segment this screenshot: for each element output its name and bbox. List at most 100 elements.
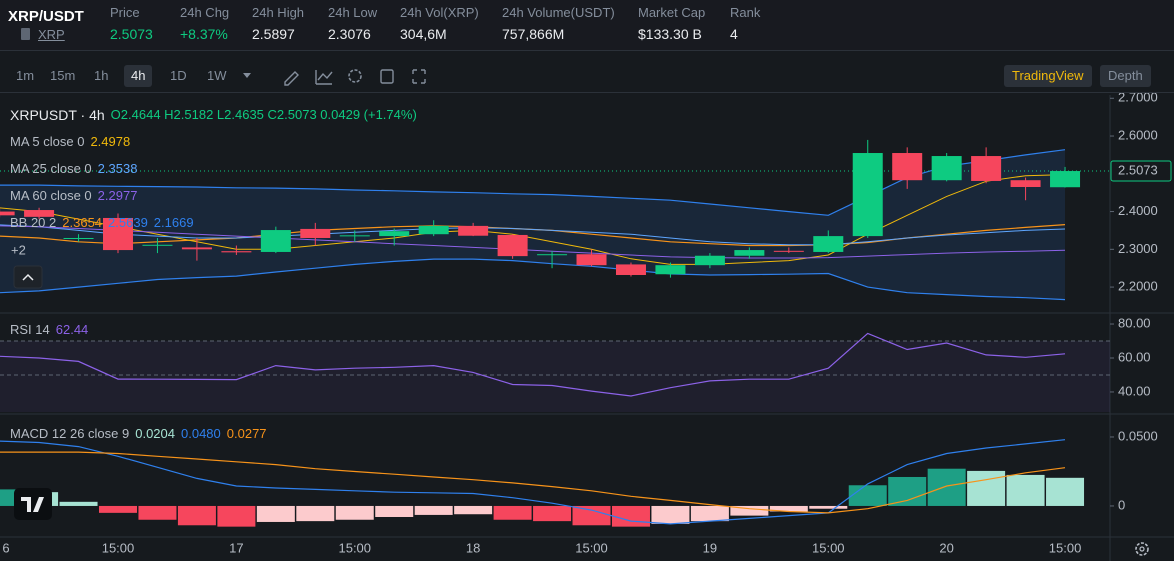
stat-label: 24h Low [328,5,378,20]
indicator-icon[interactable] [315,70,333,85]
candle-body [773,250,804,252]
x-tick-label: 19 [703,540,717,555]
legend-label: RSI 14 [10,322,50,337]
ma-line [0,224,1066,246]
interval-button[interactable]: 15m [50,68,76,83]
y-tick-label: 0.0500 [1118,428,1158,443]
legend-hidden-count: +2 [11,242,26,257]
histogram-bar [651,505,690,524]
toolbar: 1m 15m 1h 4h 1D 1W TradingView Depth [0,58,1174,93]
candle-body [931,156,962,181]
stat-value: 2.3076 [328,26,371,42]
stat-label: 24h Chg [180,5,230,20]
histogram-bar [967,470,1006,506]
candle-body [181,247,212,250]
view-tab[interactable]: Depth [1100,65,1151,87]
logo-box [14,488,52,520]
x-tick-label: 17 [229,540,243,555]
x-tick-label: 15:00 [812,540,845,555]
histogram-bar [888,476,927,506]
stat-label: Price [110,5,140,20]
legend-value: 0.0204 [135,426,175,441]
save-icon[interactable] [380,69,394,84]
legend-ohlc: O2.4644 H2.5182 L2.4635 C2.5073 0.0429 (… [111,107,417,122]
logo-mark [21,497,44,512]
candle-body [537,254,568,256]
legend-entry: MA 25 close 0 2.3538 [10,161,137,176]
more-intervals[interactable] [243,73,251,78]
interval-button[interactable]: 4h [124,65,153,87]
stat-value: 4 [730,26,738,42]
candle-body [971,156,1002,181]
rsi-zone [0,341,1110,412]
candle-body [221,251,252,253]
y-tick-label: 2.3000 [1118,241,1158,256]
macd-line [0,439,1066,525]
header: XRP/USDT XRP Price 2.5073 24h Chg +8.37% 24h… [0,0,1174,51]
interval-button[interactable]: 1D [170,68,187,83]
settings-icon[interactable] [348,69,362,83]
stat: 24h Chg +8.37% [180,5,229,42]
collapse-button[interactable] [13,265,43,289]
candle-body [103,217,133,251]
legend-value: 0.0480 [181,426,221,441]
stat-label: 24h High [252,5,305,20]
histogram-bar [572,505,611,526]
histogram-bar [59,501,98,506]
stat-label: Market Cap [638,5,706,20]
collapse-icon [22,273,34,281]
interval-button[interactable]: 1W [207,68,227,83]
histogram-bar [533,505,572,522]
coin-icon [21,28,30,40]
x-tick-label: 15:00 [102,540,135,555]
legend-entry: MA 60 close 0 2.2977 [10,188,137,203]
histogram-bar [138,505,177,520]
legend-entry: BB 20 2 2.3654 2.5639 2.1669 [10,215,194,230]
histogram-bar [296,505,335,522]
legend-entry: MACD 12 26 close 9 0.0204 0.0480 0.0277 [10,426,267,441]
candle-body [1050,171,1081,188]
view-tab[interactable]: TradingView [1004,65,1092,87]
legend-header: XRPUSDT · 4h O2.4644 H2.5182 L2.4635 C2.5… [10,107,417,123]
legend-label: BB 20 2 [10,215,56,230]
x-tick-label: 20 [939,540,953,555]
histogram-bar [414,505,453,515]
x-tick-label: 6 [2,540,9,555]
histogram-bar [769,505,808,512]
bollinger-line [0,258,1066,301]
legend-label: MA 25 close 0 [10,161,92,176]
fullscreen-icon[interactable] [412,69,426,84]
settings-button[interactable] [1135,542,1149,556]
bollinger-fill [0,149,1065,300]
rsi-line [0,332,1066,397]
candle-body [655,265,686,275]
ma-line [0,225,1066,259]
candle-body [418,225,449,235]
stat-value: 2.5073 [110,26,153,42]
histogram-bar [375,505,414,517]
histogram-bar [99,505,137,513]
legend-label: MA 60 close 0 [10,188,92,203]
candle-body [0,211,15,216]
candle-body [852,153,883,237]
histogram-bar [1006,474,1045,506]
x-tick-label: 15:00 [338,540,371,555]
histogram-bar [809,505,848,509]
interval-button[interactable]: 1m [16,68,35,83]
last-price-label: 2.5073 [1118,162,1158,177]
legend-value: 2.5639 [108,215,148,230]
candle-body [497,234,528,257]
stat: 24h Vol(XRP) 304,6M [400,5,479,42]
coin-link[interactable]: XRP [38,27,65,42]
legend-value: 2.2977 [98,188,138,203]
candle-body [142,244,173,246]
x-tick-label: 15:00 [1049,540,1082,555]
histogram-bar [335,505,374,520]
y-tick-label: 40.00 [1118,383,1151,398]
interval-button[interactable]: 1h [94,68,109,83]
stat-value: $133.30 B [638,26,702,42]
draw-icon[interactable] [284,71,299,86]
candle-body [615,264,646,275]
signal-line [0,451,1066,514]
